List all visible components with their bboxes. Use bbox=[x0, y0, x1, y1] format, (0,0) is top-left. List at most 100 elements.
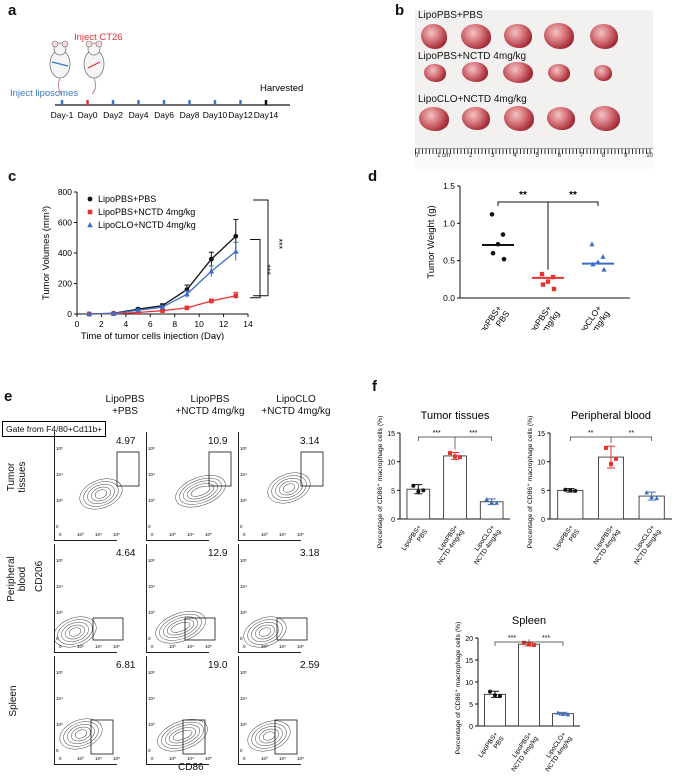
contour-ring bbox=[190, 485, 211, 497]
contour-ring bbox=[67, 724, 95, 744]
significance-label: ** bbox=[629, 430, 635, 437]
facs-plot: 0 0 10³ 10³ 10⁴ 10⁴ 10⁵ 10⁵ bbox=[146, 656, 212, 765]
y-tick-label: 400 bbox=[58, 248, 72, 258]
contour-ring bbox=[183, 480, 218, 502]
contour-ring bbox=[163, 616, 198, 638]
y-tick-label: 0 bbox=[148, 636, 151, 641]
x-tick-label: 10⁴ bbox=[279, 756, 286, 761]
y-tick-label: 5 bbox=[469, 702, 473, 709]
flow-x-axis-label: CD86 bbox=[178, 762, 204, 773]
bar bbox=[443, 455, 467, 520]
contour-ring bbox=[161, 721, 204, 749]
y-tick-label: 20 bbox=[465, 636, 473, 643]
photo-row-label-1: LipoPBS+PBS bbox=[418, 10, 483, 21]
data-point bbox=[159, 304, 166, 310]
legend-label: LipoCLO+NCTD 4mg/kg bbox=[98, 220, 196, 230]
data-point bbox=[416, 489, 421, 494]
flow-row-label-2: Peripheral blood bbox=[6, 534, 28, 624]
contour-ring bbox=[57, 619, 93, 645]
y-tick-label: 5 bbox=[391, 488, 395, 495]
x-tick-label: 10⁵ bbox=[297, 644, 304, 649]
x-tick-label: 10³ bbox=[261, 532, 268, 537]
gate-rectangle bbox=[184, 617, 216, 641]
chart-title: Tumor tissues bbox=[421, 410, 490, 422]
data-point bbox=[563, 487, 568, 492]
tumor-specimen bbox=[462, 62, 488, 82]
data-point bbox=[573, 488, 578, 493]
x-category-label: LipoPBS+PBS bbox=[553, 524, 582, 557]
x-category-label: LipoPBS+PBS bbox=[477, 731, 506, 764]
facs-contour: 00 10³ 10³ 10⁴ 10⁴ 10⁵ 10⁵ bbox=[240, 670, 304, 761]
significance-bracket bbox=[497, 201, 549, 270]
x-tick-label: 10⁴ bbox=[187, 644, 194, 649]
y-tick-label: 10³ bbox=[56, 498, 63, 503]
significance-label: *** bbox=[433, 430, 441, 437]
x-tick-label: 10⁵ bbox=[297, 532, 304, 537]
data-point bbox=[614, 456, 618, 461]
contour-ring bbox=[79, 478, 123, 510]
timeline-day-label: Day-1 bbox=[51, 110, 74, 120]
photo-row-label-3: LipoCLO+NCTD 4mg/kg bbox=[418, 94, 527, 105]
contour-ring bbox=[243, 616, 287, 648]
data-point bbox=[527, 642, 531, 647]
y-tick-label: 10⁵ bbox=[240, 670, 247, 675]
facs-gate-percentage: 10.9 bbox=[208, 436, 228, 447]
x-category-label: LipoPBS+PBS bbox=[474, 303, 512, 330]
tumor-specimen bbox=[503, 62, 533, 83]
facs-plot: 0 0 10³ 10³ 10⁴ 10⁴ 10⁵ 10⁵ bbox=[54, 656, 120, 765]
x-tick-label: 10⁴ bbox=[95, 532, 102, 537]
timeline-day-label: Day2 bbox=[103, 110, 123, 120]
y-tick-label: 10 bbox=[387, 460, 395, 467]
panel-label-f: f bbox=[372, 378, 377, 395]
legend-marker bbox=[87, 209, 93, 215]
tumor-specimen bbox=[590, 24, 618, 49]
facs-gate-percentage: 6.81 bbox=[116, 660, 136, 671]
contour-ring bbox=[172, 729, 193, 741]
significance-label: *** bbox=[469, 430, 477, 437]
y-tick-label: 0 bbox=[469, 724, 473, 731]
data-point bbox=[488, 689, 492, 694]
x-tick-label: 0 bbox=[59, 644, 62, 649]
legend-marker bbox=[87, 196, 93, 202]
x-tick-label: 0 bbox=[151, 644, 154, 649]
y-tick-label: 15 bbox=[537, 431, 545, 438]
series-line bbox=[89, 235, 237, 315]
panel-label-e: e bbox=[4, 388, 13, 405]
x-category-label: LipoCLO+NCTD 4mg/kg bbox=[467, 524, 503, 566]
x-axis-label: Time of tumor cells injection (Day) bbox=[81, 331, 224, 340]
data-point bbox=[560, 711, 566, 716]
contour-ring bbox=[168, 727, 197, 744]
inject-liposomes-label: Inject liposomes bbox=[10, 88, 78, 99]
bar bbox=[557, 489, 584, 520]
facs-plot: 0 0 10³ 10³ 10⁴ 10⁴ 10⁵ 10⁵ bbox=[54, 432, 140, 541]
tumor-specimen bbox=[504, 106, 534, 131]
x-tick-label: 0 bbox=[151, 756, 154, 761]
x-tick-label: 10⁵ bbox=[205, 756, 212, 761]
x-tick-label: 10³ bbox=[77, 532, 84, 537]
y-tick-label: 10⁴ bbox=[148, 696, 155, 701]
x-tick-label: 0 bbox=[75, 319, 80, 329]
facs-plot: 0 0 10³ 10³ 10⁴ 10⁴ 10⁵ 10⁵ bbox=[238, 656, 304, 765]
y-tick-label: 10³ bbox=[148, 610, 155, 615]
tumor-specimen bbox=[462, 107, 490, 130]
significance-bracket bbox=[548, 201, 599, 206]
significance-label: ** bbox=[519, 190, 527, 201]
y-tick-label: 10⁴ bbox=[56, 472, 63, 477]
data-point bbox=[654, 495, 659, 501]
facs-gate-percentage: 19.0 bbox=[208, 660, 228, 671]
y-tick-label: 10⁴ bbox=[148, 584, 155, 589]
x-tick-label: 4 bbox=[123, 319, 128, 329]
x-tick-label: 0 bbox=[151, 532, 154, 537]
x-tick-label: 0 bbox=[243, 532, 246, 537]
x-tick-label: 10⁵ bbox=[113, 756, 120, 761]
data-point bbox=[649, 494, 654, 500]
x-tick-label: 10⁵ bbox=[297, 756, 304, 761]
bar bbox=[484, 693, 506, 727]
y-tick-label: 10³ bbox=[240, 498, 247, 503]
data-point bbox=[540, 282, 546, 287]
y-tick-label: 0 bbox=[391, 517, 395, 524]
flow-column-title-2: LipoPBS +NCTD 4mg/kg bbox=[160, 394, 260, 418]
x-tick-label: 10⁴ bbox=[279, 644, 286, 649]
